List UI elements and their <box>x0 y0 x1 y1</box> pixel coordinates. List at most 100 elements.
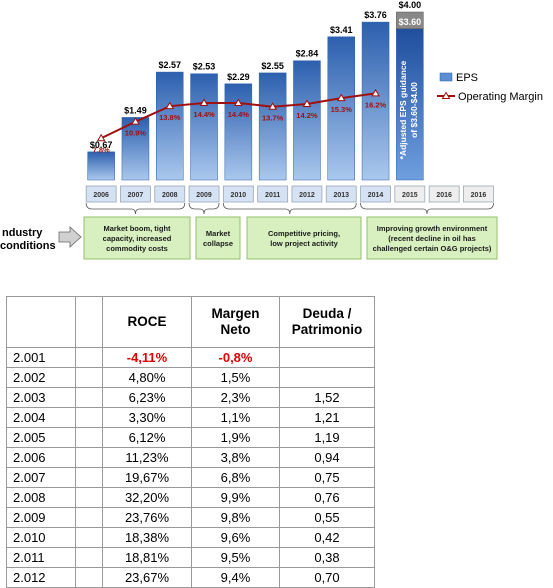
condition-text: collapse <box>203 239 233 248</box>
condition-brace <box>85 202 186 215</box>
condition-text: Market boom, tight <box>103 224 171 233</box>
legend-margin-label: Operating Margin <box>458 91 543 103</box>
eps-value-label: $0.67 <box>90 140 113 150</box>
year-box <box>222 185 254 203</box>
condition-box <box>366 216 498 260</box>
table-row: 2.012 23,67% 9,4% 0,70 <box>6 567 375 588</box>
eps-bar <box>190 73 218 181</box>
operating-margin-marker <box>199 98 209 106</box>
operating-margin-marker <box>96 133 106 142</box>
year-cell: 2.007 <box>6 467 76 488</box>
empty-cell <box>75 427 103 448</box>
empty-cell <box>75 347 103 368</box>
condition-text: (recent decline in oil has <box>388 234 476 243</box>
operating-margin-marker <box>131 117 140 125</box>
eps-value-label: $2.29 <box>227 72 250 82</box>
year-box <box>463 185 494 203</box>
year-label: 2012 <box>299 192 315 199</box>
debt-equity-cell: 0,94 <box>279 447 375 468</box>
year-box <box>291 185 323 203</box>
year-box <box>394 185 426 203</box>
operating-margin-marker <box>336 93 346 102</box>
net-margin-cell: 1,1% <box>191 407 280 428</box>
roce-cell: 18,38% <box>102 527 192 548</box>
operating-margin-label: 14.2% <box>296 111 318 120</box>
condition-text: capacity, increased <box>103 234 172 243</box>
net-margin-cell: 9,9% <box>191 487 280 508</box>
net-margin-cell: 6,8% <box>191 467 280 488</box>
eps-bar <box>293 60 321 181</box>
debt-equity-cell: 1,52 <box>279 387 375 408</box>
year-cell: 2.005 <box>6 427 76 448</box>
roce-cell: 3,30% <box>102 407 192 428</box>
eps-bar <box>121 117 150 181</box>
operating-margin-label: 15.3% <box>331 105 353 114</box>
roce-cell: 4,80% <box>102 367 192 388</box>
empty-cell <box>75 387 103 408</box>
eps-margin-chart: $0.67 $1.49 $2.57 $2.53 $2.29 $2.55 $2.84 $3.41… <box>0 0 553 270</box>
year-box <box>360 185 391 203</box>
eps-value-label: $3.41 <box>330 25 353 35</box>
condition-text: Improving growth environment <box>377 224 488 233</box>
empty-cell <box>75 407 103 428</box>
eps-value-label: $3.76 <box>364 10 387 20</box>
eps-bar <box>224 83 253 181</box>
operating-margin-label: 13.8% <box>159 113 181 122</box>
eps-bar <box>361 21 390 181</box>
year-label: 2015 <box>402 192 418 199</box>
roce-cell: 11,23% <box>102 447 192 468</box>
condition-text: Market <box>206 229 231 238</box>
eps-value-label: $2.53 <box>193 62 216 72</box>
guidance-note-line2: of $3.60-$4.00 <box>409 82 419 138</box>
net-margin-cell: 9,8% <box>191 507 280 528</box>
year-label: 2013 <box>333 192 349 199</box>
roce-cell: 18,81% <box>102 547 192 568</box>
year-label: 2011 <box>265 192 280 199</box>
operating-margin-label: 14.4% <box>193 110 215 119</box>
year-box <box>325 185 357 203</box>
debt-equity-cell: 1,21 <box>279 407 375 428</box>
eps-bar <box>156 71 184 181</box>
year-label: 2007 <box>128 192 144 199</box>
debt-equity-cell: 0,76 <box>279 487 375 508</box>
table-row: 2.008 32,20% 9,9% 0,76 <box>6 487 375 508</box>
roce-cell: 6,12% <box>102 427 192 448</box>
empty-cell <box>75 547 103 568</box>
guidance-high-label: $4.00 <box>399 0 422 10</box>
empty-cell <box>75 527 103 548</box>
year-box <box>120 185 151 203</box>
roce-cell: -4,11% <box>102 347 192 368</box>
year-box <box>428 185 460 203</box>
header-empty <box>75 296 103 348</box>
industry-conditions-label-line2: conditions <box>0 240 56 252</box>
industry-conditions-label-line1: ndustry <box>2 227 43 239</box>
empty-cell <box>75 467 103 488</box>
debt-equity-cell: 1,19 <box>279 427 375 448</box>
year-cell: 2.003 <box>6 387 76 408</box>
table-row: 2.005 6,12% 1,9% 1,19 <box>6 427 375 448</box>
year-cell: 2.009 <box>6 507 76 528</box>
year-box <box>85 185 117 203</box>
header-year <box>6 296 76 348</box>
year-label: 2016 <box>436 192 452 199</box>
year-cell: 2.006 <box>6 447 76 468</box>
header-net-margin: Margen Neto <box>191 296 280 348</box>
year-cell: 2.001 <box>6 347 76 368</box>
legend-margin-marker <box>441 91 451 99</box>
table-row: 2.004 3,30% 1,1% 1,21 <box>6 407 375 428</box>
condition-text: commodity costs <box>106 244 168 253</box>
roce-cell: 19,67% <box>102 467 192 488</box>
empty-cell <box>75 507 103 528</box>
year-label: 2009 <box>196 192 212 199</box>
chart-svg: $0.67 $1.49 $2.57 $2.53 $2.29 $2.55 $2.84 $3.41… <box>0 0 543 260</box>
table-header-row: ROCE Margen Neto Deuda / Patrimonio <box>6 296 375 348</box>
guidance-range-box <box>396 11 424 30</box>
net-margin-cell: 9,6% <box>191 527 280 548</box>
table-row: 2.002 4,80% 1,5% <box>6 367 375 388</box>
year-cell: 2.011 <box>6 547 76 568</box>
year-label: 2008 <box>162 192 178 199</box>
eps-value-label: $2.55 <box>261 61 284 71</box>
year-cell: 2.004 <box>6 407 76 428</box>
debt-equity-cell: 0,42 <box>279 527 375 548</box>
condition-box <box>83 216 191 260</box>
